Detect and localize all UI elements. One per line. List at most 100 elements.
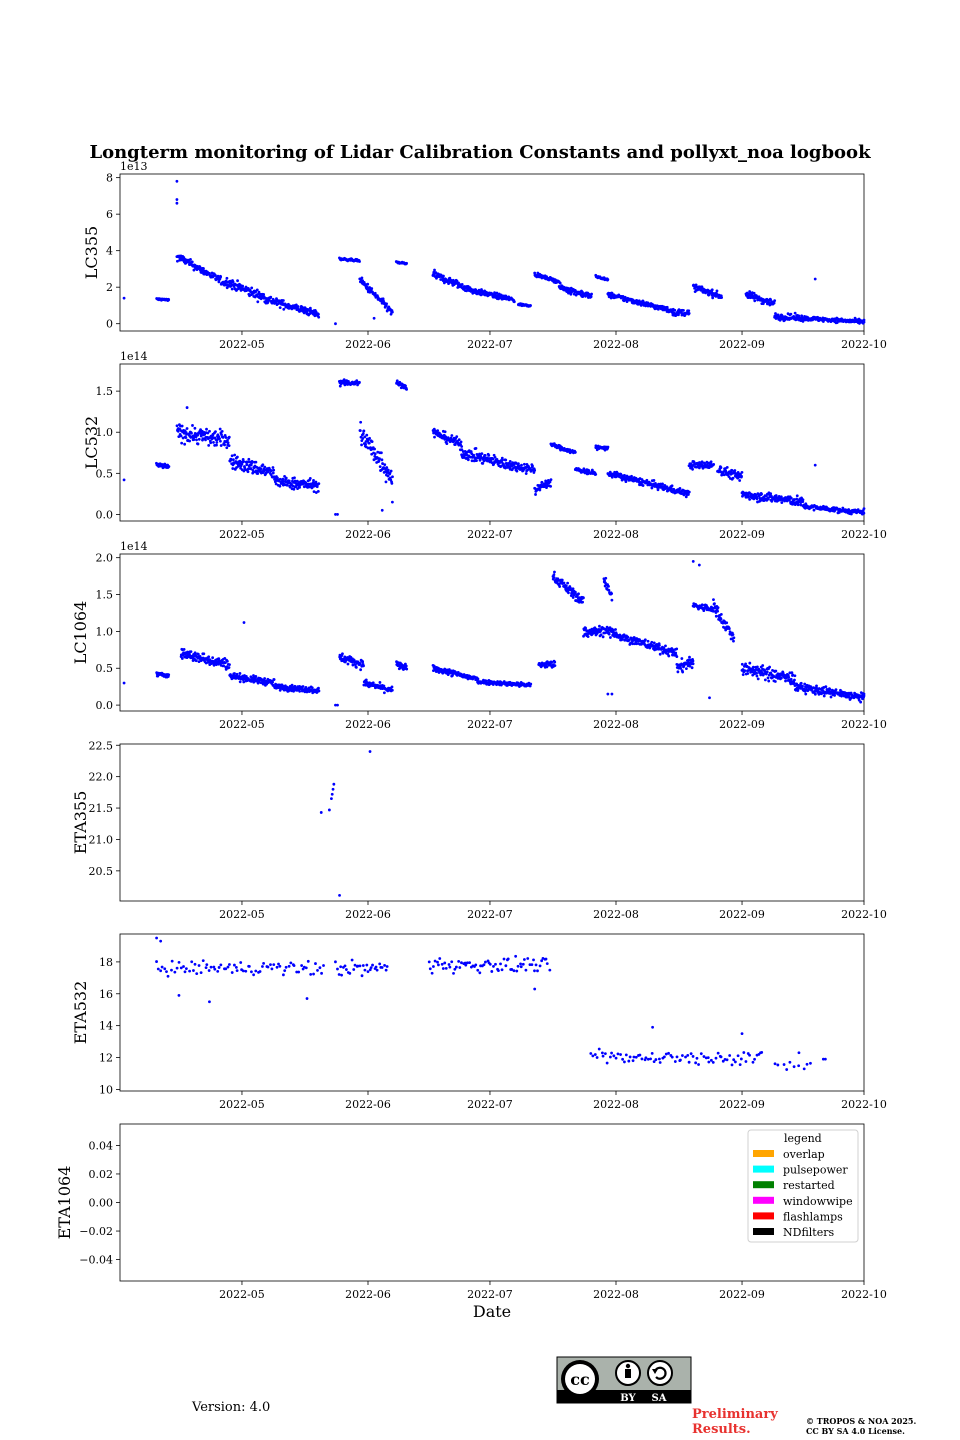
- data-point: [700, 603, 704, 607]
- data-point: [380, 508, 384, 512]
- data-point: [657, 307, 660, 311]
- data-point: [490, 970, 494, 973]
- data-point: [219, 963, 223, 967]
- data-point: [517, 462, 520, 465]
- y-tick-label: 21.5: [89, 802, 114, 815]
- data-point: [368, 436, 371, 440]
- data-point: [209, 965, 213, 969]
- x-tick-label: 2022-09: [719, 718, 765, 731]
- data-point: [455, 435, 459, 439]
- y-axis-label: LC532: [82, 416, 101, 469]
- data-points: [122, 559, 866, 707]
- data-point: [232, 285, 236, 288]
- data-point: [862, 507, 866, 511]
- data-point: [740, 662, 744, 666]
- data-point: [753, 299, 757, 303]
- x-tick-label: 2022-10: [841, 718, 887, 731]
- data-points: [122, 378, 866, 516]
- data-point: [283, 969, 287, 973]
- data-point: [292, 964, 296, 967]
- data-point: [812, 508, 816, 512]
- data-point: [784, 679, 787, 683]
- data-point: [796, 503, 800, 507]
- data-point: [789, 312, 793, 316]
- data-point: [813, 692, 817, 696]
- data-point: [238, 672, 242, 675]
- data-point: [610, 692, 614, 696]
- data-point: [766, 676, 770, 680]
- data-point: [552, 576, 556, 579]
- data-point: [365, 963, 369, 967]
- data-point: [444, 966, 448, 970]
- data-point: [676, 670, 680, 674]
- data-point: [665, 485, 669, 489]
- data-point: [300, 964, 304, 967]
- data-point: [495, 291, 499, 295]
- data-point: [184, 436, 188, 440]
- data-point: [713, 602, 716, 606]
- data-point: [380, 451, 383, 455]
- data-point: [740, 474, 743, 478]
- data-point: [673, 308, 677, 312]
- y-tick-label: 2: [106, 281, 113, 294]
- data-point: [195, 972, 199, 976]
- axis-offset-label: 1e13: [120, 160, 148, 173]
- data-point: [454, 965, 458, 969]
- x-tick-label: 2022-05: [219, 528, 265, 541]
- data-point: [236, 279, 239, 283]
- data-point: [715, 289, 719, 293]
- data-point: [792, 681, 796, 685]
- data-point: [238, 680, 242, 684]
- figure-title: Longterm monitoring of Lidar Calibration…: [89, 142, 871, 163]
- data-point: [501, 458, 504, 462]
- data-point: [184, 967, 188, 971]
- data-point: [598, 624, 601, 628]
- data-point: [682, 309, 685, 312]
- data-point: [215, 440, 219, 444]
- data-point: [216, 969, 220, 973]
- data-point: [332, 782, 336, 786]
- data-point: [278, 306, 282, 310]
- data-point: [360, 974, 364, 978]
- data-point: [378, 962, 382, 966]
- data-point: [271, 471, 275, 475]
- data-point: [641, 484, 645, 487]
- x-tick-label: 2022-09: [719, 528, 765, 541]
- plot-frame: [119, 553, 865, 712]
- data-point: [606, 692, 610, 696]
- data-point: [714, 614, 718, 618]
- data-point: [833, 693, 836, 697]
- data-point: [322, 964, 325, 967]
- data-point: [182, 647, 186, 651]
- data-point: [789, 677, 793, 681]
- data-point: [224, 436, 228, 439]
- data-point: [646, 639, 650, 643]
- data-point: [733, 469, 737, 472]
- plot-frame: [119, 933, 865, 1092]
- data-point: [314, 480, 318, 484]
- data-point: [445, 442, 449, 445]
- data-point: [196, 442, 200, 446]
- data-point: [269, 295, 273, 299]
- data-point: [380, 458, 384, 462]
- data-point: [373, 447, 376, 451]
- data-point: [443, 430, 447, 434]
- x-tick-label: 2022-06: [345, 908, 391, 921]
- data-point: [610, 291, 614, 295]
- data-point: [562, 581, 566, 585]
- data-point: [594, 472, 598, 476]
- data-point: [720, 296, 724, 299]
- data-point: [437, 963, 440, 967]
- data-point: [481, 461, 485, 465]
- data-point: [167, 465, 171, 468]
- data-point: [824, 685, 828, 689]
- data-point: [566, 581, 570, 585]
- data-point: [665, 305, 669, 309]
- data-point: [464, 963, 468, 967]
- y-tick-label: 1.5: [96, 385, 114, 398]
- data-point: [450, 434, 454, 437]
- data-point: [317, 315, 321, 319]
- x-tick-label: 2022-06: [345, 528, 391, 541]
